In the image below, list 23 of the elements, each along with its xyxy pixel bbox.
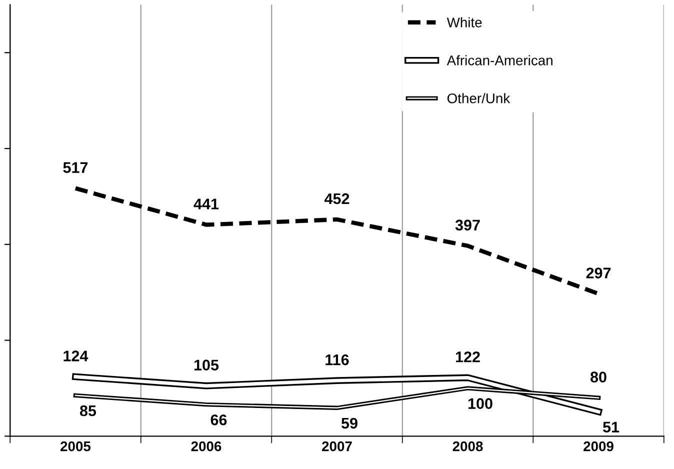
data-label: 59 [341,418,358,429]
data-label: 80 [590,372,606,382]
data-label: 397 [455,220,480,231]
data-label: 122 [456,352,480,362]
legend-label: Other/Unk [447,93,510,104]
x-tick-label: 2005 [60,441,91,452]
x-tick-label: 2009 [584,441,614,452]
x-tick-label: 2006 [191,441,222,452]
data-label: 66 [210,414,227,426]
data-label: 297 [586,268,611,278]
legend-label: African-American [446,55,552,66]
data-label: 105 [194,360,219,370]
x-tick-label: 2007 [322,441,352,452]
legend-label: White [446,17,482,28]
data-label: 124 [64,350,88,362]
data-label: 51 [602,422,620,432]
x-tick-label: 2008 [452,441,483,452]
data-label: 100 [468,398,492,409]
data-label: 452 [324,193,350,204]
data-label: 517 [63,162,88,173]
data-label: 441 [194,198,219,210]
data-label: 116 [326,354,349,366]
data-label: 85 [80,405,96,416]
